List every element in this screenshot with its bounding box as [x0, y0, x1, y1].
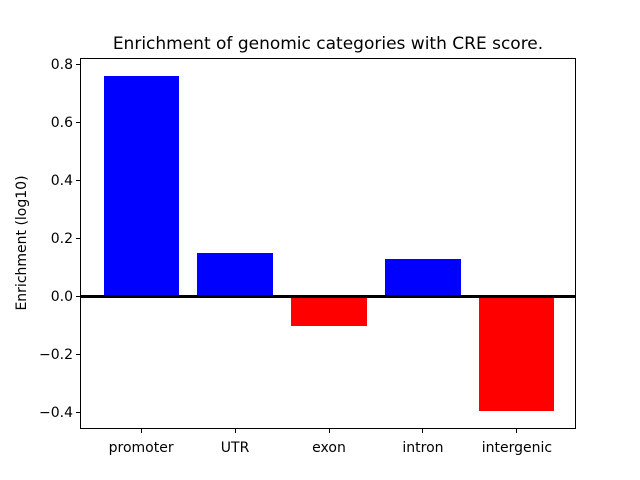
- bar-intron: [385, 258, 461, 297]
- x-tick-label-UTR: UTR: [220, 440, 250, 456]
- y-tick-mark: [76, 412, 80, 414]
- y-tick-label: 0.6: [50, 114, 73, 131]
- y-tick-mark: [76, 238, 80, 240]
- x-tick-mark: [422, 429, 424, 433]
- x-tick-mark: [328, 429, 330, 433]
- y-tick-mark: [76, 64, 80, 66]
- bar-promoter: [103, 76, 179, 297]
- x-tick-mark: [140, 429, 142, 433]
- y-tick-label: 0.2: [50, 230, 73, 247]
- x-tick-label-intron: intron: [402, 440, 444, 456]
- bar-exon: [291, 296, 367, 326]
- plot-area: 0.8 0.6 0.4 0.2 0.0 −0.2 −0.4 promoter UTR exon in…: [39, 57, 576, 456]
- bar-intergenic: [479, 296, 555, 412]
- y-tick-mark: [76, 354, 80, 356]
- y-tick-mark: [76, 122, 80, 124]
- y-tick-mark: [76, 180, 80, 182]
- bar-UTR: [197, 253, 273, 297]
- zero-line: [81, 295, 575, 299]
- x-tick-mark: [234, 429, 236, 433]
- x-tick-label-promoter: promoter: [108, 440, 174, 456]
- x-tick-label-intergenic: intergenic: [481, 440, 553, 456]
- y-tick-label: 0.0: [50, 288, 73, 305]
- y-tick-label: 0.8: [50, 56, 73, 73]
- y-tick-label: −0.2: [39, 346, 73, 363]
- y-tick-mark: [76, 296, 80, 298]
- y-tick-label: −0.4: [39, 404, 73, 421]
- y-tick-label: 0.4: [50, 172, 73, 189]
- chart-title: Enrichment of genomic categories with CR…: [112, 34, 544, 54]
- y-axis-label: Enrichment (log10): [14, 175, 30, 311]
- x-tick-mark: [516, 429, 518, 433]
- x-tick-label-exon: exon: [312, 440, 346, 456]
